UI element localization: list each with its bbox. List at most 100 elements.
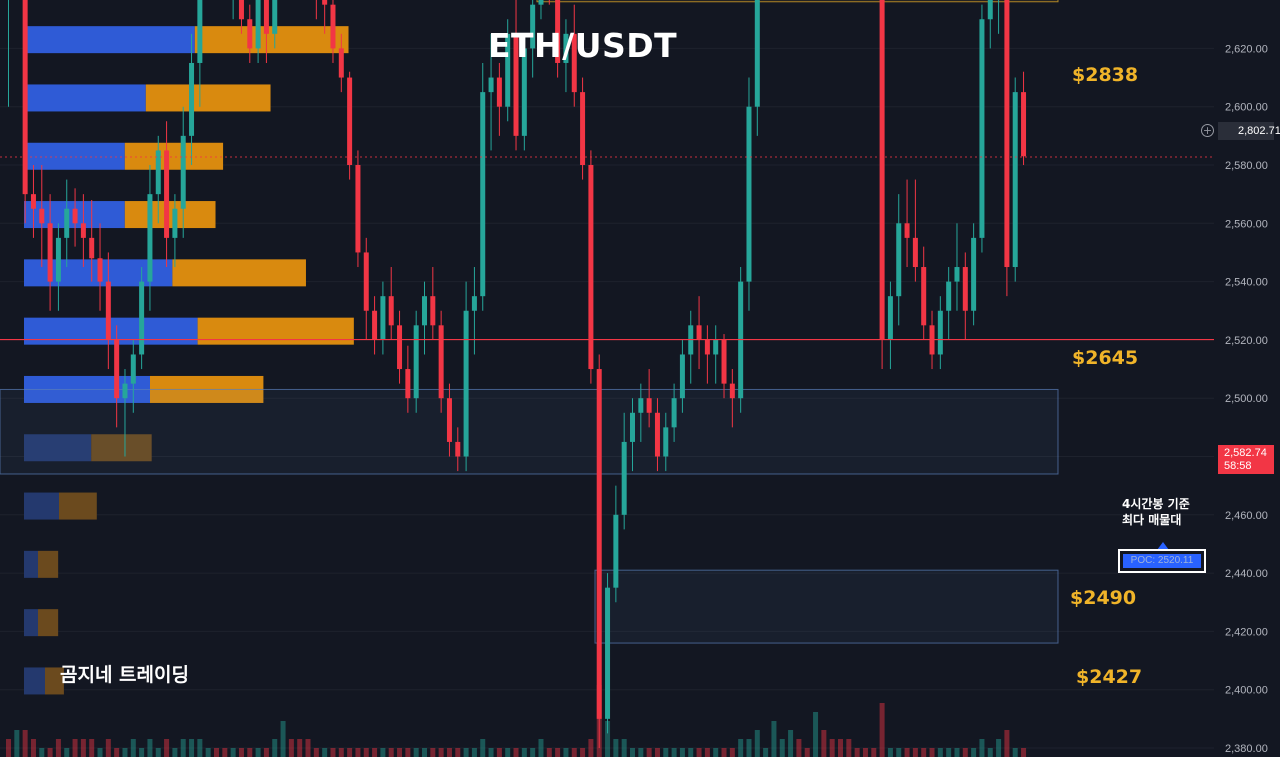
volume-bar <box>838 739 843 757</box>
candle-body <box>114 339 120 399</box>
volume-bar <box>704 748 710 757</box>
candle-body <box>463 310 469 457</box>
volume-bar <box>297 739 303 757</box>
candle-body <box>580 92 586 165</box>
volume-bar <box>813 712 819 757</box>
candle-body <box>380 296 386 340</box>
volume-bar <box>139 748 145 757</box>
profile-buy-bar <box>24 609 38 637</box>
volume-bar <box>388 748 394 757</box>
volume-bar <box>555 748 561 757</box>
candle-body <box>405 369 411 399</box>
volume-bar <box>796 739 802 757</box>
volume-bar <box>97 748 103 757</box>
candle-body <box>355 165 361 253</box>
volume-bar <box>64 748 70 757</box>
volume-bar <box>22 730 28 757</box>
y-tick-label: 2,440.00 <box>1225 568 1268 580</box>
volume-bar <box>1012 748 1018 757</box>
candle-body <box>1012 92 1018 268</box>
profile-buy-bar <box>24 84 146 112</box>
candle-body <box>164 150 170 238</box>
candle-body <box>263 0 269 34</box>
volume-bar <box>896 748 902 757</box>
volume-bar <box>912 748 918 757</box>
candle-body <box>446 398 452 442</box>
candle-body <box>430 296 436 326</box>
volume-bar <box>222 748 228 757</box>
level-label-2838: $2838 <box>1072 64 1139 86</box>
volume-bar <box>663 748 669 757</box>
price-zone <box>594 569 1059 644</box>
volume-bar <box>513 748 519 757</box>
volume-bar <box>638 748 644 757</box>
candle-body <box>272 0 278 34</box>
candle-body <box>255 0 261 49</box>
candle-body <box>247 19 253 49</box>
volume-bar <box>580 748 586 757</box>
level-label-2427: $2427 <box>1076 666 1143 688</box>
volume-bars <box>6 685 1027 757</box>
volume-bar <box>521 748 527 757</box>
volume-bar <box>322 748 328 757</box>
candle-body <box>347 77 353 165</box>
candle-body <box>105 281 111 340</box>
candle-body <box>588 165 594 370</box>
candle-body <box>1021 92 1027 157</box>
poc-annotation: 4시간봉 기준 최다 매물대 <box>1122 496 1190 528</box>
candle-body <box>596 369 602 719</box>
candle-body <box>39 208 45 224</box>
reference-price-tag: 2,802.71 <box>1218 122 1280 140</box>
candle-body <box>571 33 577 93</box>
price-axis[interactable]: 2,380.00 2,400.00 2,420.00 2,440.00 2,460.00… <box>1225 0 1268 755</box>
candle-body <box>438 325 444 399</box>
volume-bar <box>846 739 852 757</box>
candle-body <box>496 77 502 107</box>
candle-body <box>638 398 644 413</box>
candle-body <box>646 398 652 413</box>
volume-bar <box>105 739 111 757</box>
poc-annotation-line2: 최다 매물대 <box>1122 513 1182 527</box>
candle-body <box>72 208 78 224</box>
y-tick-label: 2,400.00 <box>1225 685 1268 697</box>
volume-bar <box>263 748 269 757</box>
candle-body <box>55 237 61 282</box>
profile-buy-bar <box>24 142 125 170</box>
volume-bar <box>39 748 45 757</box>
candle-body <box>397 325 403 370</box>
candle-body <box>238 0 244 20</box>
volume-bar <box>189 739 195 757</box>
candle-body <box>480 92 486 297</box>
volume-bar <box>654 748 660 757</box>
volume-bar <box>164 739 170 757</box>
volume-bar <box>430 748 436 757</box>
candle-body <box>530 4 536 49</box>
candle-body <box>322 0 328 5</box>
volume-bar <box>679 748 685 757</box>
volume-bar <box>147 739 153 757</box>
volume-bar <box>571 748 577 757</box>
candle-body <box>679 354 685 399</box>
volume-bar <box>738 739 744 757</box>
volume-bar <box>688 748 694 757</box>
poc-annotation-line1: 4시간봉 기준 <box>1122 497 1190 511</box>
volume-bar <box>771 721 777 757</box>
volume-bar <box>347 748 353 757</box>
level-label-2645: $2645 <box>1072 347 1139 369</box>
profile-sell-bar <box>145 84 271 112</box>
volume-bar <box>6 739 11 757</box>
volume-bar <box>272 739 278 757</box>
plus-icon[interactable]: + <box>1201 124 1214 137</box>
price-lines <box>0 156 1214 341</box>
candle-body <box>746 106 752 282</box>
volume-bar <box>979 739 985 757</box>
volume-bar <box>613 739 619 757</box>
candle-body <box>488 77 494 93</box>
volume-bar <box>338 748 344 757</box>
candle-countdown: 58:58 <box>1224 460 1252 472</box>
y-tick-label: 2,580.00 <box>1225 160 1268 172</box>
candle-body <box>713 339 719 355</box>
candle-body <box>613 514 619 588</box>
profile-buy-bar <box>24 492 59 520</box>
